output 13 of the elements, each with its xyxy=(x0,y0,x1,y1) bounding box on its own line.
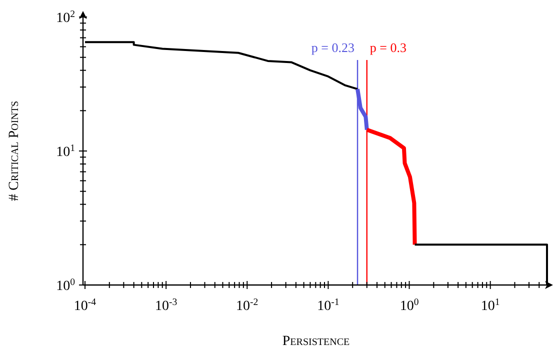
x-tick-label: 10$^{0}$ xyxy=(400,296,419,314)
y-tick-label: 10$^{0}$ xyxy=(56,276,76,294)
ref-line-label: p = 0.23 xyxy=(311,40,355,55)
x-tick-label: 10$^{-4}$ xyxy=(74,296,96,314)
y-tick-label: 10$^{1}$ xyxy=(56,142,76,160)
y-tick-label: 10$^{2}$ xyxy=(56,8,76,26)
x-tick-label: 10$^{-3}$ xyxy=(154,296,178,314)
x-tick-label: 10$^{-1}$ xyxy=(317,296,340,314)
x-tick-label: 10$^{-2}$ xyxy=(236,296,258,314)
ref-line-label: p = 0.3 xyxy=(370,40,406,55)
x-axis-title: Persistence xyxy=(282,334,350,349)
x-tick-label: 10$^{1}$ xyxy=(480,296,500,314)
y-axis-title: # Critical Points xyxy=(7,100,22,202)
